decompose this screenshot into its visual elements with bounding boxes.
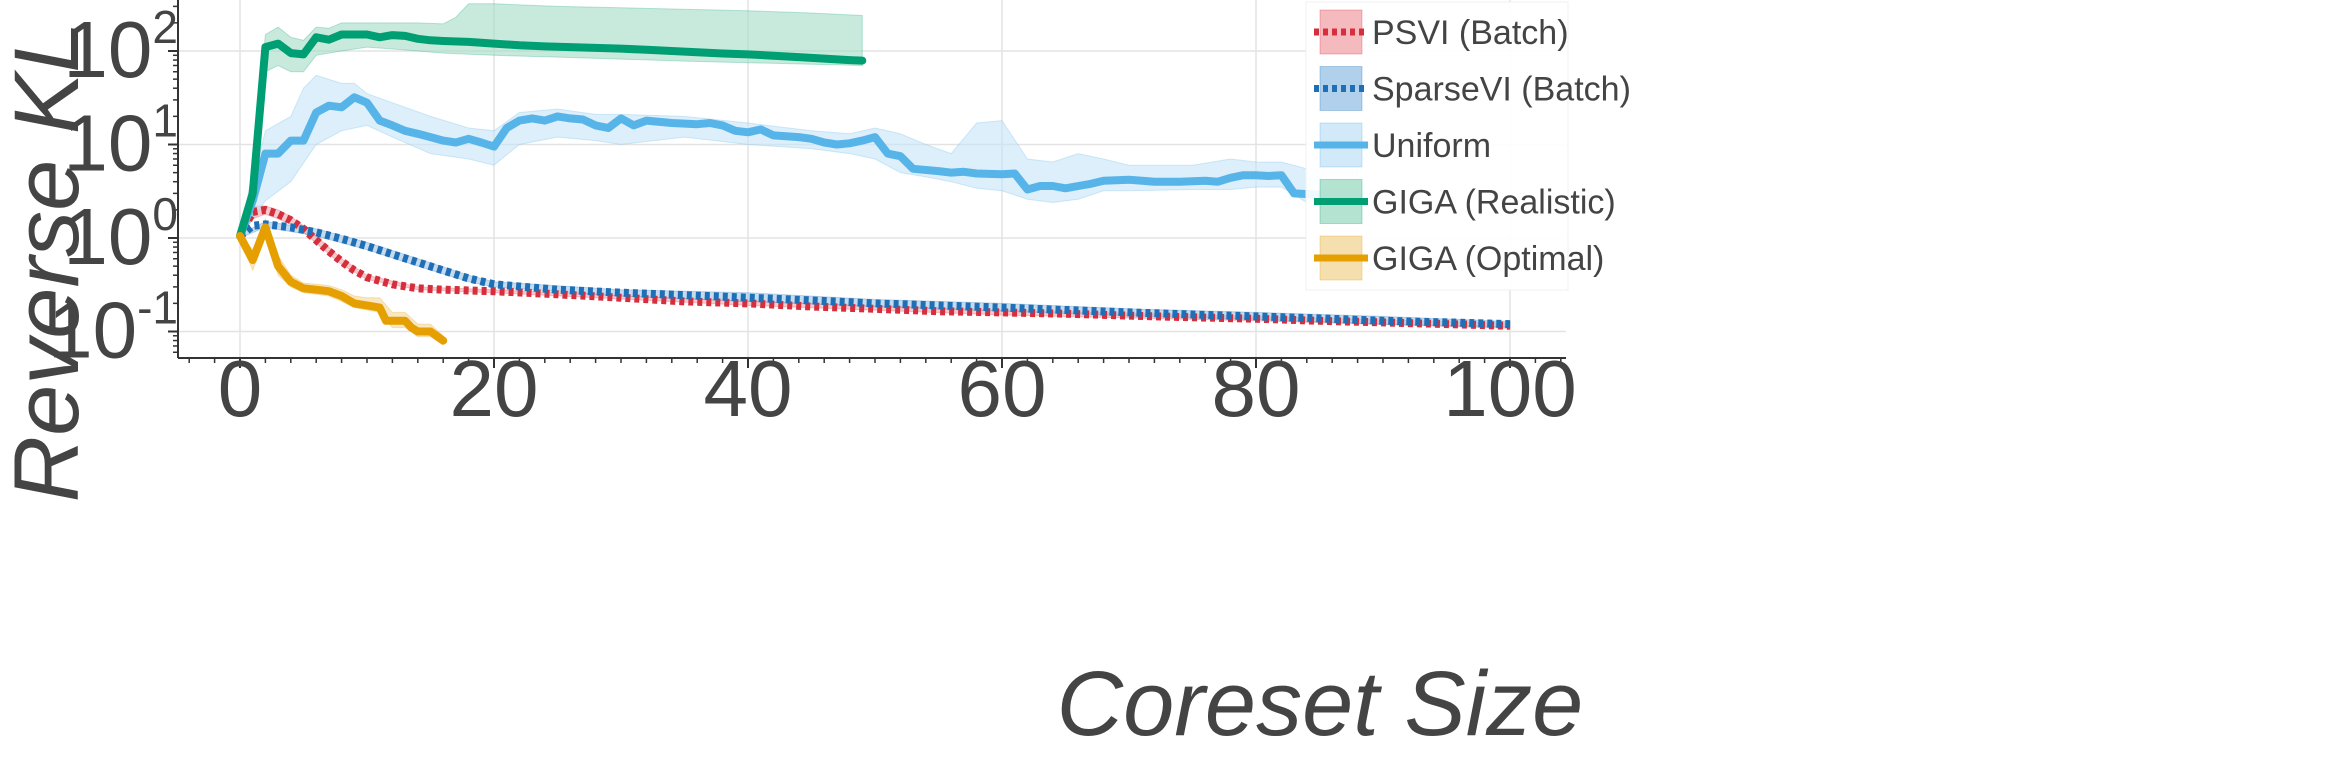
- x-tick-label-1: 20: [450, 344, 539, 433]
- y-tick-label-3: 10-1: [48, 282, 178, 375]
- y-tick-label-2: 100: [63, 188, 178, 281]
- x-tick-label-5: 100: [1443, 344, 1576, 433]
- y-tick-base: 10: [63, 192, 152, 281]
- y-tick-base: 10: [63, 99, 152, 188]
- y-axis-title: Reverse KL: [0, 22, 98, 503]
- x-tick-label-4: 80: [1212, 344, 1301, 433]
- legend-label-giga-optimal: GIGA (Optimal): [1372, 240, 1604, 278]
- x-axis-title: Coreset Size: [1057, 653, 1584, 755]
- x-tick-label-2: 40: [704, 344, 793, 433]
- axes: [168, 0, 1566, 368]
- y-tick-exponent: 2: [152, 1, 178, 53]
- band-giga-optimal: [239, 217, 444, 346]
- y-tick-base: 10: [48, 286, 137, 375]
- line-uniform: [236, 93, 1362, 240]
- y-tick-label-0: 102: [63, 1, 178, 94]
- x-tick-labels: 0 20 40 60 80 100: [218, 344, 1577, 433]
- legend-label-psvi-batch: PSVI (Batch): [1372, 14, 1569, 52]
- legend-label-giga-realistic: GIGA (Realistic): [1372, 184, 1616, 222]
- line-giga-realistic: [236, 30, 867, 240]
- legend-label-sparsevi-batch: SparseVI (Batch): [1372, 71, 1631, 109]
- y-tick-base: 10: [63, 5, 152, 94]
- legend: PSVI (Batch) SparseVI (Batch) Uniform GIGA …: [1305, 1, 1631, 291]
- line-giga-optimal: [236, 223, 448, 345]
- legend-label-uniform: Uniform: [1372, 127, 1491, 165]
- line-sparsevi-batch: [237, 220, 1511, 329]
- x-tick-label-3: 60: [958, 344, 1047, 433]
- x-tick-label-0: 0: [218, 344, 263, 433]
- y-tick-exponent: 1: [152, 95, 178, 147]
- band-giga-realistic: [239, 3, 863, 240]
- y-tick-exponent: 0: [152, 188, 178, 240]
- series-lines: [236, 30, 1511, 345]
- y-tick-label-1: 101: [63, 95, 178, 188]
- y-tick-exponent: -1: [137, 282, 178, 334]
